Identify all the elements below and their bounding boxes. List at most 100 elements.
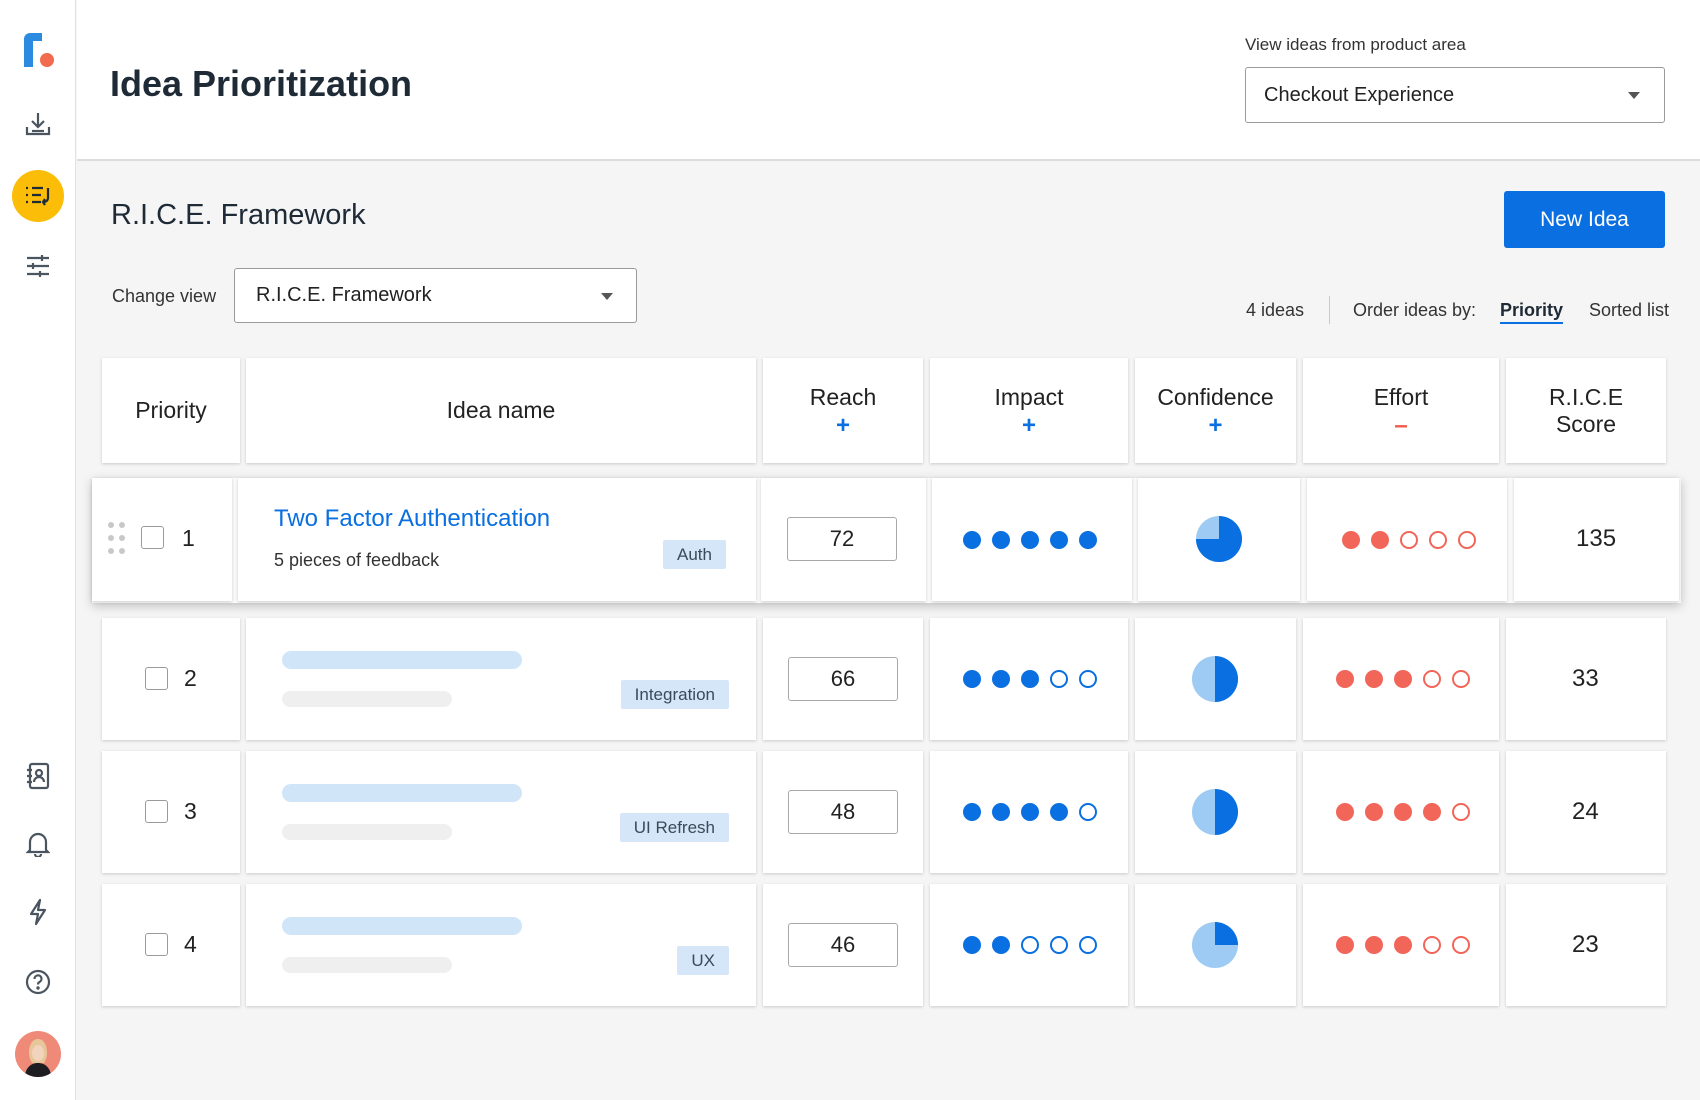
impact-dot[interactable] <box>963 803 981 821</box>
product-area-select[interactable]: Checkout Experience <box>1245 67 1665 123</box>
impact-dot[interactable] <box>1079 670 1097 688</box>
impact-cell[interactable] <box>932 478 1132 601</box>
impact-dot[interactable] <box>992 803 1010 821</box>
confidence-pie[interactable] <box>1191 788 1239 836</box>
new-idea-button[interactable]: New Idea <box>1504 191 1665 248</box>
effort-dot[interactable] <box>1371 531 1389 549</box>
confidence-pie[interactable] <box>1191 655 1239 703</box>
impact-dot[interactable] <box>1021 803 1039 821</box>
impact-rating[interactable] <box>963 670 1097 688</box>
change-view-select[interactable]: R.I.C.E. Framework <box>234 268 637 323</box>
confidence-pie[interactable] <box>1195 515 1243 563</box>
effort-cell[interactable] <box>1307 478 1507 601</box>
effort-dot[interactable] <box>1336 670 1354 688</box>
effort-dot[interactable] <box>1458 531 1476 549</box>
effort-rating[interactable] <box>1336 936 1470 954</box>
row-checkbox[interactable] <box>145 800 168 823</box>
effort-dot[interactable] <box>1365 803 1383 821</box>
impact-dot[interactable] <box>1079 803 1097 821</box>
reach-input[interactable]: 48 <box>788 790 898 834</box>
idea-subtitle-placeholder <box>282 824 452 840</box>
impact-dot[interactable] <box>1050 803 1068 821</box>
effort-rating[interactable] <box>1336 803 1470 821</box>
impact-rating[interactable] <box>963 803 1097 821</box>
effort-rating[interactable] <box>1342 531 1476 549</box>
filters-icon[interactable] <box>12 240 64 292</box>
confidence-cell[interactable] <box>1135 618 1296 740</box>
effort-dot[interactable] <box>1342 531 1360 549</box>
tag-badge[interactable]: Auth <box>663 540 726 569</box>
tag-badge[interactable]: Integration <box>620 680 729 709</box>
impact-rating[interactable] <box>963 936 1097 954</box>
contacts-icon[interactable] <box>12 750 64 802</box>
effort-dot[interactable] <box>1429 531 1447 549</box>
download-icon[interactable] <box>12 98 64 150</box>
effort-rating[interactable] <box>1336 670 1470 688</box>
header-effort[interactable]: Effort – <box>1303 358 1499 463</box>
effort-dot[interactable] <box>1394 803 1412 821</box>
effort-dot[interactable] <box>1452 670 1470 688</box>
effort-cell[interactable] <box>1303 751 1499 873</box>
impact-dot[interactable] <box>1050 531 1068 549</box>
row-checkbox[interactable] <box>141 526 164 549</box>
row-checkbox[interactable] <box>145 933 168 956</box>
impact-dot[interactable] <box>963 531 981 549</box>
prioritize-icon[interactable] <box>12 170 64 222</box>
reach-input[interactable]: 72 <box>787 517 897 561</box>
drag-handle-icon[interactable] <box>108 522 126 556</box>
impact-rating[interactable] <box>963 531 1097 549</box>
impact-dot[interactable] <box>1021 670 1039 688</box>
bolt-icon[interactable] <box>12 886 64 938</box>
impact-dot[interactable] <box>992 670 1010 688</box>
effort-dot[interactable] <box>1365 670 1383 688</box>
impact-dot[interactable] <box>1050 936 1068 954</box>
tag-badge[interactable]: UX <box>677 946 729 975</box>
row-checkbox[interactable] <box>145 667 168 690</box>
impact-dot[interactable] <box>1021 936 1039 954</box>
confidence-cell[interactable] <box>1135 884 1296 1006</box>
avatar[interactable] <box>12 1028 64 1080</box>
effort-dot[interactable] <box>1336 803 1354 821</box>
idea-title-link[interactable]: Two Factor Authentication <box>274 505 551 532</box>
effort-dot[interactable] <box>1452 936 1470 954</box>
impact-dot[interactable] <box>1079 531 1097 549</box>
header-idea-name[interactable]: Idea name <box>246 358 756 463</box>
confidence-cell[interactable] <box>1135 751 1296 873</box>
header-priority[interactable]: Priority <box>102 358 240 463</box>
effort-dot[interactable] <box>1423 670 1441 688</box>
impact-dot[interactable] <box>992 936 1010 954</box>
impact-cell[interactable] <box>930 618 1128 740</box>
effort-dot[interactable] <box>1394 670 1412 688</box>
effort-cell[interactable] <box>1303 618 1499 740</box>
impact-dot[interactable] <box>1079 936 1097 954</box>
reach-input[interactable]: 66 <box>788 657 898 701</box>
effort-dot[interactable] <box>1400 531 1418 549</box>
header-confidence[interactable]: Confidence + <box>1135 358 1296 463</box>
impact-cell[interactable] <box>930 884 1128 1006</box>
help-icon[interactable] <box>12 956 64 1008</box>
effort-cell[interactable] <box>1303 884 1499 1006</box>
reach-input[interactable]: 46 <box>788 923 898 967</box>
impact-dot[interactable] <box>992 531 1010 549</box>
tag-badge[interactable]: UI Refresh <box>619 813 729 842</box>
impact-dot[interactable] <box>963 670 981 688</box>
impact-dot[interactable] <box>1050 670 1068 688</box>
impact-dot[interactable] <box>963 936 981 954</box>
bell-icon[interactable] <box>12 818 64 870</box>
order-priority-tab[interactable]: Priority <box>1500 300 1564 324</box>
effort-dot[interactable] <box>1452 803 1470 821</box>
order-sorted-tab[interactable]: Sorted list <box>1589 300 1670 320</box>
confidence-cell[interactable] <box>1138 478 1300 601</box>
header-impact[interactable]: Impact + <box>930 358 1128 463</box>
effort-dot[interactable] <box>1336 936 1354 954</box>
effort-dot[interactable] <box>1394 936 1412 954</box>
effort-dot[interactable] <box>1365 936 1383 954</box>
effort-dot[interactable] <box>1423 936 1441 954</box>
effort-dot[interactable] <box>1423 803 1441 821</box>
header-rice-score[interactable]: R.I.C.E Score <box>1506 358 1666 463</box>
header-reach[interactable]: Reach + <box>763 358 923 463</box>
confidence-pie[interactable] <box>1191 921 1239 969</box>
impact-cell[interactable] <box>930 751 1128 873</box>
impact-dot[interactable] <box>1021 531 1039 549</box>
logo-icon[interactable] <box>12 24 64 76</box>
